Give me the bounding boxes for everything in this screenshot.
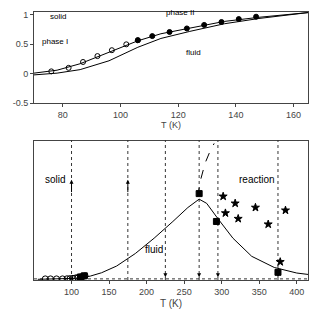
svg-text:solid: solid [50, 12, 66, 21]
svg-text:-0.5: -0.5 [13, 98, 29, 108]
svg-text:150: 150 [102, 287, 117, 297]
svg-text:phase I: phase I [42, 37, 68, 46]
svg-text:phase II: phase II [166, 8, 194, 17]
svg-text:100: 100 [64, 287, 79, 297]
svg-text:0.5: 0.5 [16, 39, 29, 49]
svg-text:T (K): T (K) [161, 120, 181, 130]
svg-text:solid: solid [45, 174, 66, 185]
svg-text:200: 200 [139, 287, 154, 297]
svg-text:160: 160 [286, 110, 301, 120]
svg-text:1: 1 [23, 10, 28, 20]
svg-text:250: 250 [177, 287, 192, 297]
svg-text:reaction: reaction [239, 174, 275, 185]
svg-text:400: 400 [289, 287, 304, 297]
svg-text:120: 120 [171, 110, 186, 120]
svg-text:fluid: fluid [145, 244, 163, 255]
svg-text:350: 350 [252, 287, 267, 297]
svg-text:300: 300 [214, 287, 229, 297]
svg-text:0: 0 [23, 69, 28, 79]
svg-text:T (K): T (K) [160, 298, 182, 309]
svg-text:fluid: fluid [186, 48, 201, 57]
svg-text:100: 100 [113, 110, 128, 120]
svg-text:80: 80 [58, 110, 68, 120]
svg-text:140: 140 [228, 110, 243, 120]
